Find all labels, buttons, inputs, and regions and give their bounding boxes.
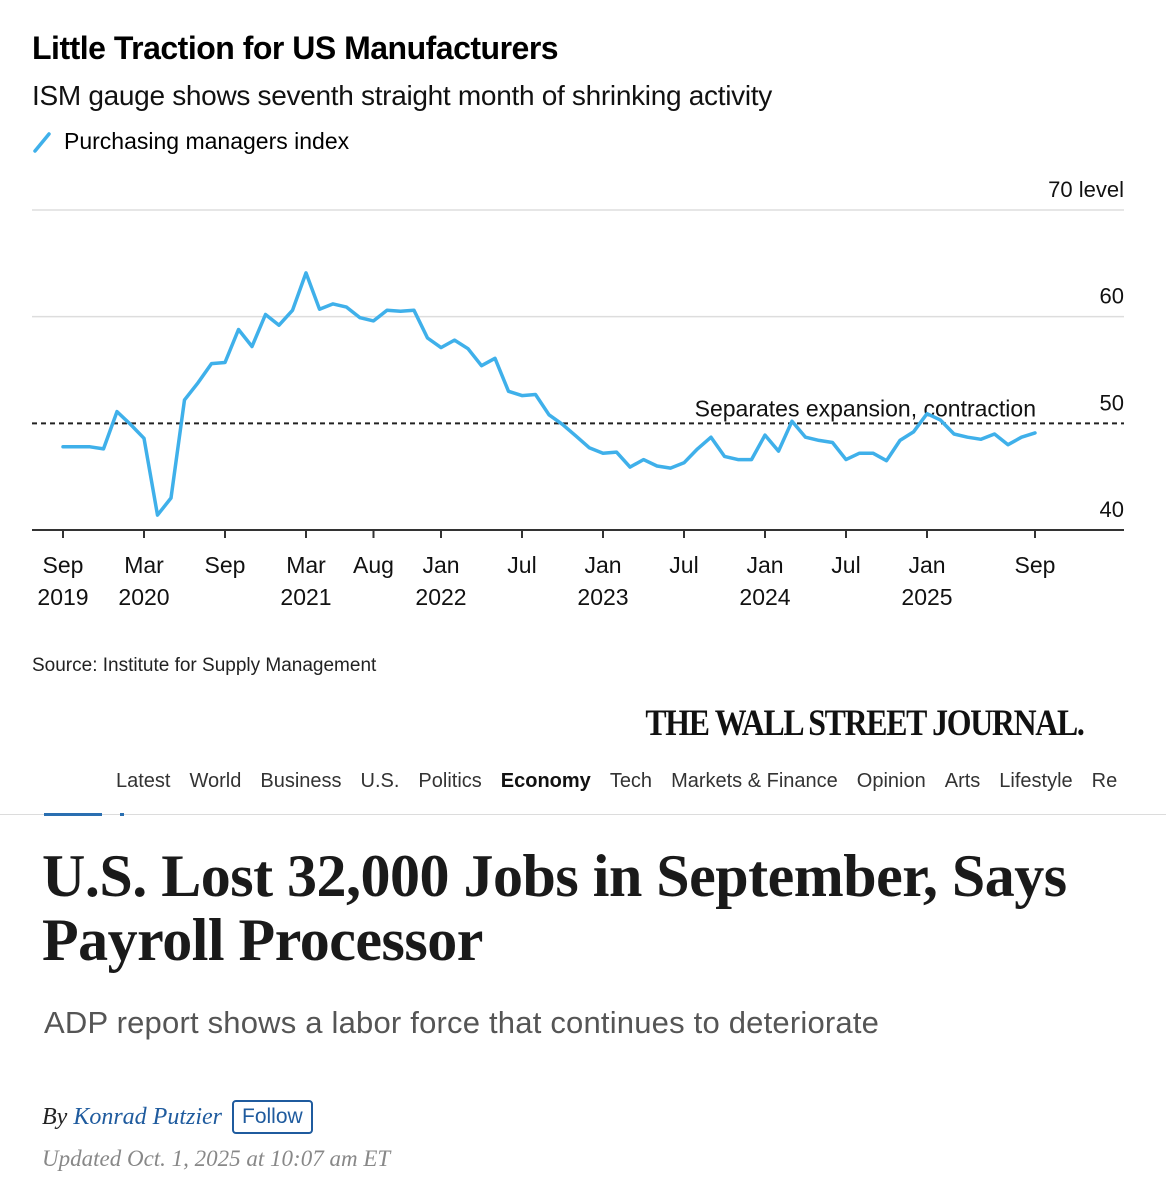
nav-item-latest[interactable]: Latest	[116, 770, 171, 792]
byline: By Konrad Putzier Follow	[42, 1100, 313, 1134]
x-tick-label: Jan	[908, 552, 945, 578]
nav-item-u-s[interactable]: U.S.	[360, 770, 400, 792]
follow-button[interactable]: Follow	[232, 1100, 313, 1134]
byline-by: By	[42, 1103, 68, 1130]
x-tick-year-label: 2020	[118, 584, 169, 610]
x-tick-label: Sep	[205, 552, 246, 578]
x-tick-label: Mar	[124, 552, 164, 578]
chart-source: Source: Institute for Supply Management	[32, 655, 377, 676]
nav-item-lifestyle[interactable]: Lifestyle	[999, 770, 1073, 792]
x-tick-label: Jan	[422, 552, 459, 578]
x-tick-year-label: 2022	[415, 584, 466, 610]
nav-item-re[interactable]: Re	[1091, 770, 1118, 792]
section-nav: Latest World Business U.S. Politics Economy Te…	[116, 770, 1136, 793]
chart-subtitle: ISM gauge shows seventh straight month o…	[32, 80, 772, 111]
x-tick-year-label: 2024	[739, 584, 790, 610]
article-dek: ADP report shows a labor force that cont…	[44, 1005, 880, 1040]
x-tick-label: Jul	[831, 552, 860, 578]
nav-item-markets-finance[interactable]: Markets & Finance	[671, 770, 838, 792]
author-link[interactable]: Konrad Putzier	[73, 1103, 222, 1130]
chart-panel: Little Traction for US Manufacturers ISM…	[32, 30, 1124, 676]
y-tick-label: 40	[1100, 497, 1124, 522]
wsj-logo[interactable]: THE WALL STREET JOURNAL.	[645, 703, 1086, 744]
y-tick-label: 70 level	[1048, 177, 1124, 202]
nav-item-tech[interactable]: Tech	[609, 770, 653, 792]
nav-item-opinion[interactable]: Opinion	[856, 770, 926, 792]
x-tick-label: Jan	[746, 552, 783, 578]
nav-item-arts[interactable]: Arts	[944, 770, 981, 792]
x-tick-year-label: 2019	[37, 584, 88, 610]
reference-line-label: Separates expansion, contraction	[695, 395, 1036, 421]
nav-divider	[0, 814, 1166, 815]
chart-legend: Purchasing managers index	[32, 128, 349, 155]
article-page: THE WALL STREET JOURNAL. Latest World Busi…	[0, 692, 1166, 1200]
x-tick-label: Sep	[1015, 552, 1056, 578]
breadcrumb[interactable]	[44, 813, 144, 818]
y-tick-label: 60	[1100, 284, 1124, 309]
x-tick-year-label: 2023	[577, 584, 628, 610]
y-tick-label: 50	[1100, 390, 1124, 415]
x-tick-year-label: 2021	[280, 584, 331, 610]
article-timestamp: Updated Oct. 1, 2025 at 10:07 am ET	[42, 1146, 391, 1171]
chart-title: Little Traction for US Manufacturers	[32, 30, 559, 66]
x-tick-label: Mar	[286, 552, 326, 578]
legend-label: Purchasing managers index	[64, 128, 350, 154]
x-tick-label: Jul	[507, 552, 536, 578]
x-tick-label: Jan	[584, 552, 621, 578]
x-tick-label: Sep	[43, 552, 84, 578]
chart-plot: 70 level 60 50 40 Separates expansion, contr…	[32, 177, 1124, 610]
x-tick-year-label: 2025	[901, 584, 952, 610]
x-tick-label: Aug	[353, 552, 394, 578]
legend-line-icon	[33, 131, 51, 153]
nav-item-world[interactable]: World	[189, 770, 242, 792]
nav-item-politics[interactable]: Politics	[418, 770, 482, 792]
nav-item-economy[interactable]: Economy	[500, 770, 591, 792]
series-line-pmi	[61, 271, 1037, 517]
x-tick-label: Jul	[669, 552, 698, 578]
nav-item-business[interactable]: Business	[260, 770, 342, 792]
article-headline: U.S. Lost 32,000 Jobs in September, Says…	[42, 843, 1067, 973]
